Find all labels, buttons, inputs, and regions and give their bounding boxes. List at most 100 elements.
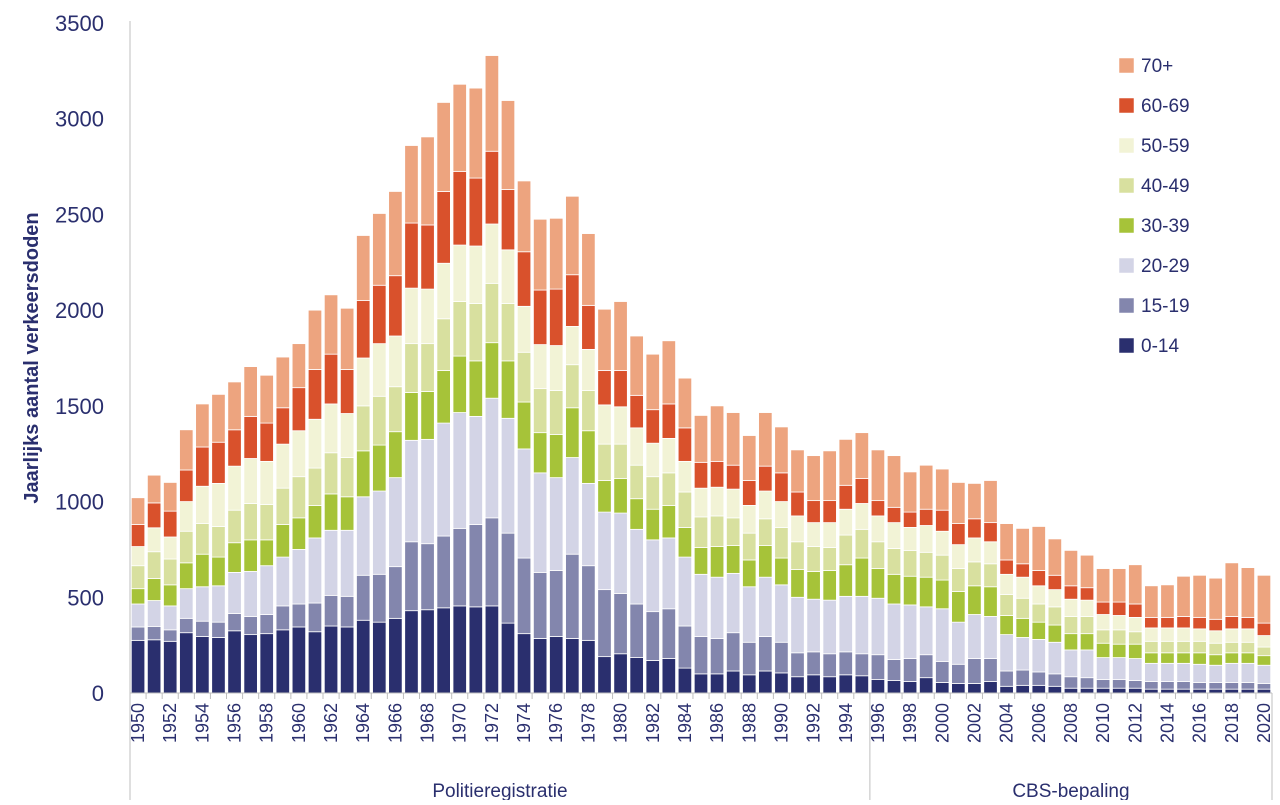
x-tick-label: 1964 xyxy=(353,703,373,743)
bar-1969-50-59 xyxy=(436,262,451,320)
bar-1982-15-19 xyxy=(645,611,660,661)
x-tick-label: 2008 xyxy=(1061,703,1081,743)
bar-1976-30-39 xyxy=(549,434,564,479)
bar-2020-30-39 xyxy=(1256,655,1272,666)
bar-1971-30-39 xyxy=(468,360,483,417)
bar-2014-70+ xyxy=(1160,584,1175,618)
bar-1984-40-49 xyxy=(677,491,693,528)
bar-1971-50-59 xyxy=(468,245,483,304)
bar-2018-30-39 xyxy=(1224,652,1239,664)
x-tick-label: 1980 xyxy=(611,703,631,743)
bar-1966-20-29 xyxy=(388,477,403,568)
bar-1957-40-49 xyxy=(243,503,258,541)
bar-1999-15-19 xyxy=(919,654,934,679)
bar-1980-30-39 xyxy=(613,478,628,514)
bar-2012-70+ xyxy=(1128,564,1143,605)
bar-1998-0-14 xyxy=(902,681,918,694)
bar-2019-0-14 xyxy=(1240,688,1256,694)
bar-1951-0-14 xyxy=(146,639,162,694)
bar-1950-30-39 xyxy=(130,588,146,605)
bar-1962-15-19 xyxy=(323,594,339,627)
bar-2020-50-59 xyxy=(1256,635,1272,648)
bar-1969-70+ xyxy=(436,102,451,192)
bar-1987-20-29 xyxy=(726,572,741,634)
legend-swatch-20-29 xyxy=(1118,257,1135,274)
group-label: CBS-bepaling xyxy=(1012,781,1129,800)
bar-1956-20-29 xyxy=(227,572,242,614)
bar-2007-40-49 xyxy=(1047,606,1063,626)
bar-1973-15-19 xyxy=(500,532,516,624)
bar-2003-20-29 xyxy=(983,616,998,659)
bar-1971-60-69 xyxy=(468,177,483,247)
x-tick-label: 1974 xyxy=(514,703,534,743)
legend-swatch-60-69 xyxy=(1118,97,1135,114)
bar-2007-30-39 xyxy=(1047,624,1063,643)
bar-2008-20-29 xyxy=(1063,649,1079,678)
bar-2004-50-59 xyxy=(999,573,1014,595)
bar-1971-20-29 xyxy=(468,415,483,525)
bar-1983-15-19 xyxy=(661,608,676,659)
bar-1995-70+ xyxy=(854,432,870,480)
bar-1999-50-59 xyxy=(919,525,934,553)
bar-1991-30-39 xyxy=(790,569,805,598)
bar-2001-30-39 xyxy=(951,591,966,623)
bar-1962-40-49 xyxy=(323,452,339,495)
bar-1957-70+ xyxy=(243,366,258,417)
bar-1965-70+ xyxy=(372,213,387,286)
bar-1962-30-39 xyxy=(323,493,339,531)
bar-2002-70+ xyxy=(967,482,982,520)
bar-1955-30-39 xyxy=(211,556,226,587)
bar-1973-70+ xyxy=(500,100,516,190)
bar-1959-30-39 xyxy=(275,524,290,558)
bar-1956-70+ xyxy=(227,381,242,431)
bar-2018-50-59 xyxy=(1224,628,1239,643)
bar-1993-15-19 xyxy=(822,653,837,678)
bar-1980-0-14 xyxy=(613,653,628,694)
bar-1991-70+ xyxy=(790,449,805,493)
y-tick-label: 1500 xyxy=(55,394,104,419)
bar-1979-60-69 xyxy=(597,370,612,406)
bar-1979-0-14 xyxy=(597,656,612,694)
bar-1972-15-19 xyxy=(484,517,500,607)
bar-1998-60-69 xyxy=(902,511,918,528)
bar-1968-15-19 xyxy=(420,543,435,611)
bar-2008-30-39 xyxy=(1063,633,1079,651)
bar-2015-70+ xyxy=(1176,575,1191,617)
bar-1982-70+ xyxy=(645,353,660,411)
bar-2009-15-19 xyxy=(1079,677,1095,689)
bar-1962-70+ xyxy=(323,294,339,355)
bar-2006-20-29 xyxy=(1031,639,1046,673)
x-tick-label: 2006 xyxy=(1029,703,1049,743)
x-tick-label: 1958 xyxy=(257,703,277,743)
bar-1975-60-69 xyxy=(533,289,548,346)
bar-1994-70+ xyxy=(838,438,853,486)
bar-1998-20-29 xyxy=(902,604,918,659)
bar-1958-20-29 xyxy=(259,565,274,615)
bar-1969-20-29 xyxy=(436,422,451,537)
bar-1964-70+ xyxy=(356,235,371,301)
bar-2010-30-39 xyxy=(1095,642,1111,658)
bar-1954-70+ xyxy=(195,403,210,448)
bar-2020-40-49 xyxy=(1256,646,1272,657)
bar-1984-60-69 xyxy=(677,427,693,462)
bar-1953-40-49 xyxy=(179,530,194,564)
axes-layer: 0 500 1000 1500 2000 2500 3000 3500 1950 1952 1954… xyxy=(55,11,1274,802)
bar-1961-20-29 xyxy=(307,537,323,604)
bar-2009-40-49 xyxy=(1079,616,1095,635)
bar-2019-50-59 xyxy=(1240,628,1256,643)
bar-2016-40-49 xyxy=(1192,640,1207,654)
bar-2006-40-49 xyxy=(1031,603,1046,623)
bar-1980-15-19 xyxy=(613,593,628,655)
bar-1950-15-19 xyxy=(130,626,146,641)
x-tick-label: 1988 xyxy=(739,703,759,743)
bar-1979-40-49 xyxy=(597,443,612,481)
bar-1959-15-19 xyxy=(275,605,290,631)
bar-1961-40-49 xyxy=(307,467,323,506)
legend-label-50-59: 50-59 xyxy=(1141,136,1190,157)
x-tick-label: 2020 xyxy=(1254,703,1274,743)
bar-2005-50-59 xyxy=(1015,576,1030,599)
bar-1996-15-19 xyxy=(870,654,886,681)
bar-1994-0-14 xyxy=(838,674,853,694)
bar-1970-15-19 xyxy=(452,527,467,607)
bar-2010-60-69 xyxy=(1095,601,1111,615)
